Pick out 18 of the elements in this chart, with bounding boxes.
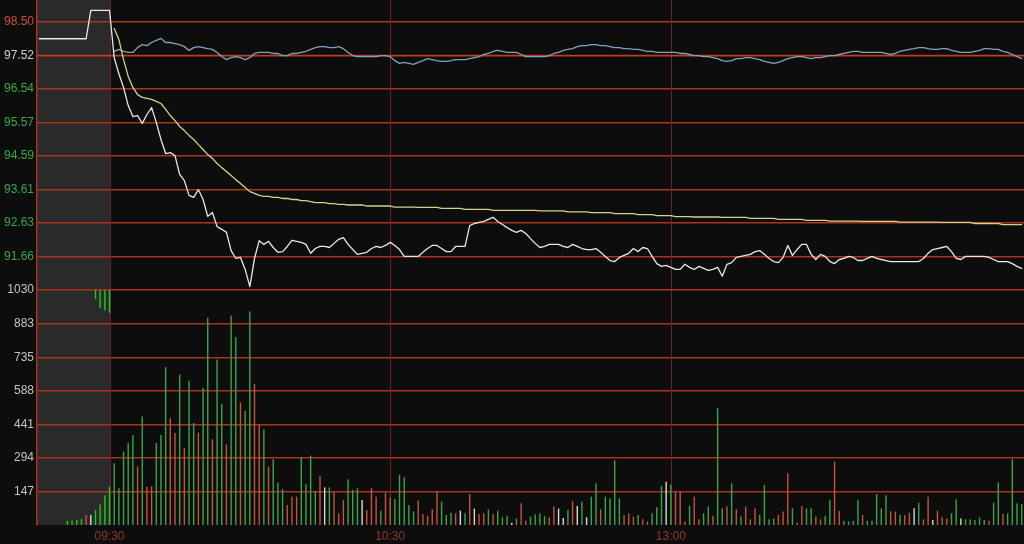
x-tick-label: 09:30 (94, 528, 125, 543)
y-tick-label: 1030 (7, 282, 35, 297)
x-tick-label: 13:00 (655, 528, 687, 543)
y-tick-label: 147 (13, 483, 35, 498)
y-tick-label: 93.61 (3, 181, 35, 196)
y-tick-label: 441 (13, 416, 35, 431)
y-tick-label: 91.66 (3, 248, 35, 263)
y-tick-label: 92.63 (3, 215, 35, 230)
y-tick-label: 97.52 (3, 47, 35, 62)
y-tick-label: 294 (13, 450, 35, 465)
y-tick-label: 94.59 (3, 148, 35, 163)
x-tick-label: 10:30 (375, 528, 406, 543)
y-tick-label: 96.54 (3, 81, 35, 96)
y-tick-label: 95.57 (3, 114, 35, 129)
y-tick-label: 883 (13, 315, 35, 330)
y-tick-label: 98.50 (3, 14, 35, 29)
y-tick-label: 735 (13, 349, 35, 364)
y-tick-label: 588 (13, 383, 35, 398)
